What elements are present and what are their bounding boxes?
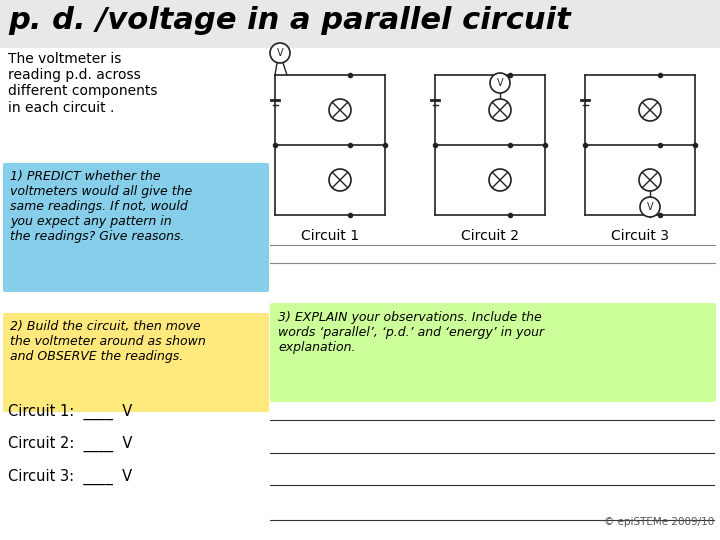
FancyBboxPatch shape [3, 163, 269, 292]
Circle shape [329, 169, 351, 191]
Circle shape [640, 197, 660, 217]
Text: Circuit 2: Circuit 2 [461, 229, 519, 243]
Text: 1) PREDICT whether the
voltmeters would all give the
same readings. If not, woul: 1) PREDICT whether the voltmeters would … [10, 170, 192, 243]
Text: Circuit 3:  ____  V: Circuit 3: ____ V [8, 469, 132, 485]
Circle shape [270, 43, 290, 63]
Text: V: V [276, 48, 283, 58]
Text: 3) EXPLAIN your observations. Include the
words ‘parallel’, ‘p.d.’ and ‘energy’ : 3) EXPLAIN your observations. Include th… [278, 311, 544, 354]
Text: V: V [497, 78, 503, 88]
Circle shape [489, 169, 511, 191]
Circle shape [639, 99, 661, 121]
Text: Circuit 1:  ____  V: Circuit 1: ____ V [8, 404, 132, 420]
Text: Circuit 1: Circuit 1 [301, 229, 359, 243]
Text: 2) Build the circuit, then move
the voltmeter around as shown
and OBSERVE the re: 2) Build the circuit, then move the volt… [10, 320, 206, 363]
FancyBboxPatch shape [3, 313, 269, 412]
Text: © epiSTEMe 2009/10: © epiSTEMe 2009/10 [604, 517, 714, 527]
Circle shape [329, 99, 351, 121]
Text: V: V [647, 202, 653, 212]
Text: Circuit 3: Circuit 3 [611, 229, 669, 243]
FancyBboxPatch shape [270, 303, 716, 402]
Text: p. d. /voltage in a parallel circuit: p. d. /voltage in a parallel circuit [8, 6, 571, 35]
Circle shape [490, 73, 510, 93]
Bar [0, 0, 720, 48]
Text: The voltmeter is
reading p.d. across
different components
in each circuit .: The voltmeter is reading p.d. across dif… [8, 52, 158, 114]
Text: Circuit 2:  ____  V: Circuit 2: ____ V [8, 436, 132, 452]
Circle shape [639, 169, 661, 191]
Circle shape [489, 99, 511, 121]
